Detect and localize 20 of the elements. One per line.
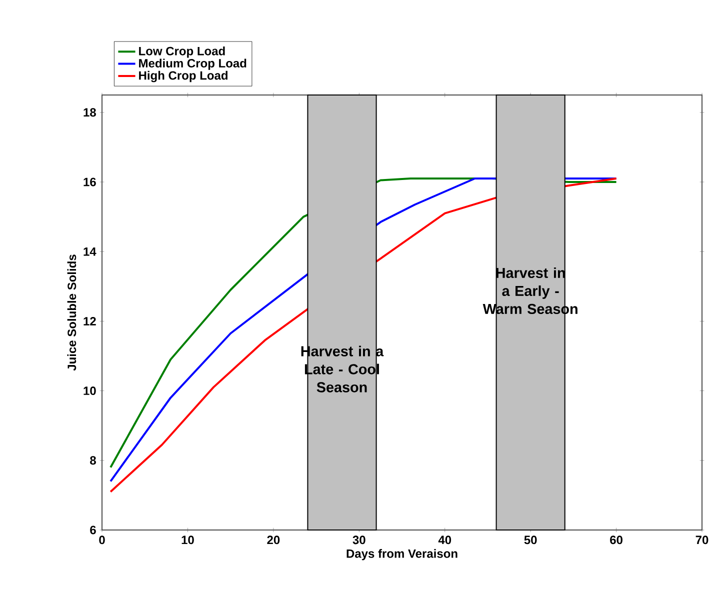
x-tick-label: 70 [696, 536, 708, 544]
legend-label: Low Crop Load [139, 46, 225, 58]
y-tick-label: 14 [84, 247, 96, 256]
legend-label: Medium Crop Load [139, 58, 246, 70]
y-tick-label: 12 [84, 317, 96, 326]
x-tick-label: 20 [267, 536, 280, 544]
y-tick-label: 18 [84, 108, 96, 117]
legend-label: High Crop Load [139, 70, 228, 82]
x-tick-label: 50 [524, 536, 537, 544]
x-axis-title: Days from Veraison [346, 549, 458, 560]
y-tick-label: 8 [90, 456, 96, 465]
x-tick-label: 30 [352, 536, 366, 544]
x-tick-label: 10 [182, 536, 194, 544]
x-tick-label: 0 [99, 536, 105, 544]
x-tick-label: 60 [610, 536, 622, 544]
x-tick-label: 40 [438, 536, 452, 544]
y-axis-title: Juice Soluble Solids [67, 254, 76, 371]
y-tick-label: 6 [90, 526, 96, 534]
y-tick-label: 16 [84, 178, 96, 186]
y-tick-label: 10 [84, 386, 96, 396]
